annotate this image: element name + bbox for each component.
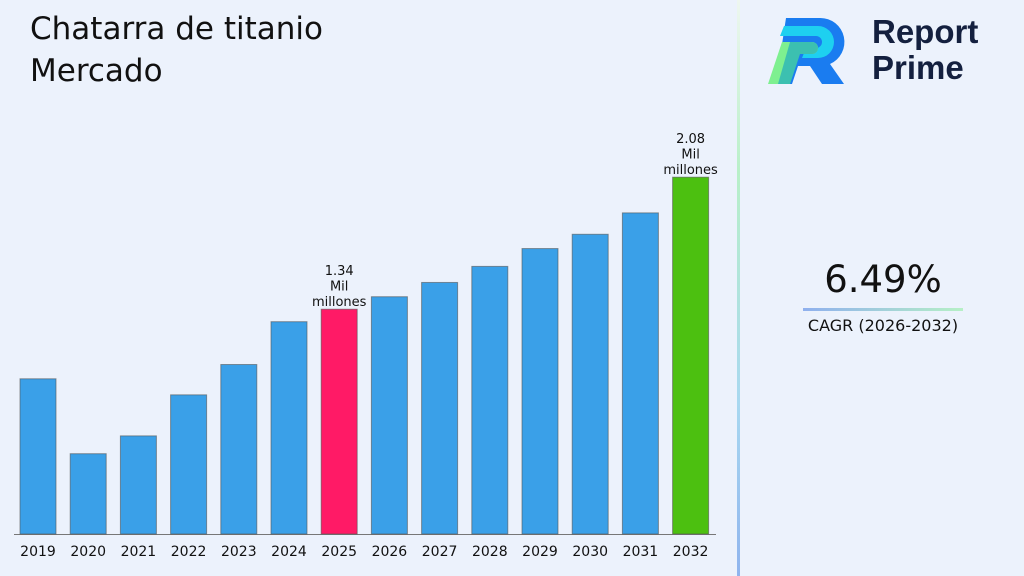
data-label: Mil: [681, 148, 699, 163]
x-tick-label: 2029: [522, 544, 558, 560]
x-tick-label: 2028: [472, 544, 508, 560]
data-label: millones: [312, 295, 367, 310]
data-label: 1.34: [325, 264, 354, 279]
bar-2032: [672, 176, 710, 535]
x-tick-label: 2021: [121, 544, 157, 560]
data-label: 2.08: [676, 132, 705, 147]
bar-2030: [571, 233, 609, 535]
x-tick-label: 2030: [572, 544, 608, 560]
bar-2025: [320, 308, 358, 535]
report-prime-logo-icon: [768, 17, 845, 84]
cagr-underline: [803, 308, 963, 311]
bar-2031: [621, 212, 659, 535]
bar-2023: [220, 364, 258, 535]
bar-2022: [170, 394, 208, 535]
x-tick-label: 2020: [70, 544, 106, 560]
bar-2026: [370, 296, 408, 535]
x-tick-label: 2022: [171, 544, 207, 560]
bar-chart: 2019 2020 2021 2022 2023 2024 2025 2026 2027 2028…: [14, 132, 718, 560]
bar-2020: [69, 453, 107, 535]
x-tick-label: 2024: [271, 544, 307, 560]
cagr-value: 6.49%: [824, 258, 942, 301]
x-tick-label: 2025: [321, 544, 357, 560]
x-tick-label: 2032: [673, 544, 709, 560]
bar-2024: [270, 321, 308, 535]
bar-2029: [521, 248, 559, 535]
bar-2019: [19, 378, 57, 535]
x-tick-label: 2026: [372, 544, 408, 560]
divider: [737, 0, 740, 576]
bar-2027: [421, 281, 459, 535]
x-tick-label: 2019: [20, 544, 56, 560]
x-tick-label: 2027: [422, 544, 458, 560]
data-label: millones: [663, 163, 718, 178]
chart-title: Chatarra de titanio Mercado: [30, 11, 323, 89]
x-tick-label: 2031: [623, 544, 659, 560]
data-label: Mil: [330, 280, 348, 295]
brand-line1: Report: [872, 13, 979, 50]
brand-line2: Prime: [872, 49, 964, 86]
bar-2028: [471, 265, 509, 535]
brand-name: Report Prime: [872, 14, 978, 86]
bar-2021: [119, 435, 157, 535]
x-tick-label: 2023: [221, 544, 257, 560]
cagr-label: CAGR (2026-2032): [807, 316, 959, 335]
